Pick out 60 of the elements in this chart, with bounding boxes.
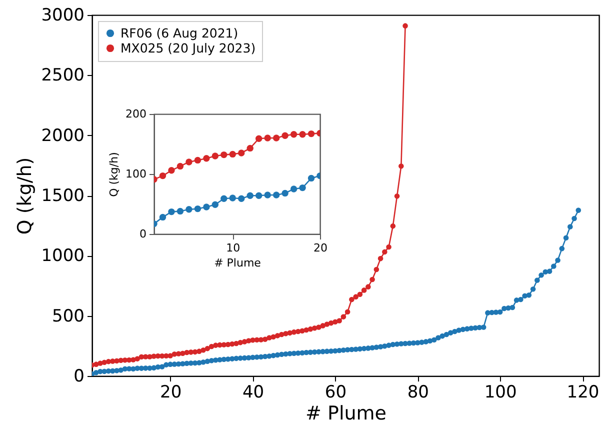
- point: [229, 194, 236, 202]
- legend-label: RF06 (6 Aug 2021): [120, 25, 238, 40]
- y-axis-title: Q (kg/h): [108, 152, 121, 197]
- point: [203, 155, 210, 162]
- point: [299, 131, 306, 138]
- point: [255, 192, 262, 199]
- x-axis-title: # Plume: [214, 256, 262, 270]
- x-axis-title: # Plume: [306, 402, 386, 424]
- y-tick-label: 0: [74, 366, 84, 386]
- x-tick-label: 40: [242, 382, 264, 402]
- point: [272, 134, 280, 142]
- point: [168, 167, 175, 174]
- point: [290, 131, 298, 138]
- x-tick-label: 10: [226, 242, 240, 254]
- y-tick-label: 2500: [41, 66, 84, 86]
- point: [203, 204, 210, 210]
- point: [246, 192, 254, 199]
- x-tick-label: 80: [407, 382, 429, 402]
- y-tick-label: 0: [140, 228, 146, 240]
- y-tick-label: 100: [126, 168, 146, 180]
- x-tick-label: 20: [314, 242, 328, 254]
- y-tick-label: 1000: [41, 246, 84, 266]
- point: [264, 134, 271, 142]
- y-tick-label: 2000: [41, 126, 84, 146]
- point: [159, 172, 166, 180]
- point: [186, 158, 192, 166]
- point: [186, 206, 192, 213]
- y-axis-title: Q (kg/h): [14, 157, 36, 235]
- y-tick-label: 500: [52, 306, 84, 326]
- point: [264, 192, 271, 198]
- point: [272, 192, 280, 198]
- point: [238, 150, 245, 156]
- point: [212, 201, 219, 208]
- point: [176, 208, 184, 215]
- point: [308, 174, 315, 182]
- point: [282, 190, 288, 197]
- point: [220, 195, 228, 202]
- x-tick-label: 60: [324, 382, 347, 402]
- point: [212, 152, 219, 160]
- x-tick-label: 20: [160, 382, 182, 402]
- point: [229, 150, 236, 158]
- point: [220, 151, 228, 158]
- point: [308, 130, 315, 138]
- point: [299, 184, 306, 192]
- point: [194, 156, 202, 164]
- legend-label: MX025 (20 July 2023): [120, 40, 256, 56]
- point: [290, 186, 298, 192]
- point: [168, 208, 175, 216]
- y-tick-label: 3000: [41, 6, 84, 26]
- point: [194, 205, 202, 212]
- point: [282, 132, 288, 139]
- point: [176, 162, 184, 170]
- point: [238, 195, 245, 202]
- y-tick-label: 1500: [41, 186, 84, 206]
- point: [255, 135, 262, 142]
- x-tick-label: 100: [484, 382, 517, 402]
- y-tick-label: 200: [126, 108, 146, 120]
- x-tick-label: 120: [566, 382, 600, 402]
- point: [246, 144, 254, 152]
- point: [159, 214, 166, 221]
